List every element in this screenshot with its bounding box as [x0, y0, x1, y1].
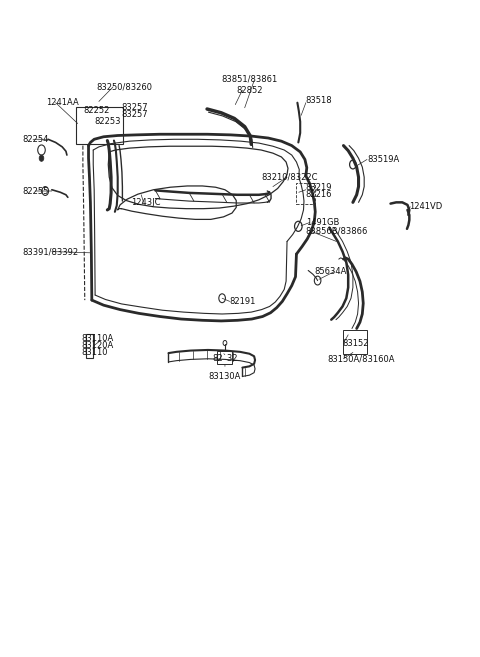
Text: 83210/8322C: 83210/8322C	[261, 173, 318, 181]
Text: 83130A: 83130A	[209, 372, 241, 381]
Text: 83856B/83866: 83856B/83866	[306, 226, 368, 235]
Text: 83250/83260: 83250/83260	[96, 82, 153, 91]
Text: 82255: 82255	[23, 187, 49, 196]
Text: 83110: 83110	[81, 348, 108, 357]
Bar	[76, 107, 123, 144]
Text: 82253: 82253	[94, 117, 120, 126]
Circle shape	[39, 155, 44, 162]
Text: 83851/83861: 83851/83861	[221, 74, 277, 83]
Text: 83120A: 83120A	[81, 341, 113, 350]
Text: 1243JC: 1243JC	[131, 198, 160, 207]
Bar	[86, 334, 93, 358]
Text: 85634A: 85634A	[314, 267, 347, 276]
Bar	[343, 330, 367, 353]
Text: 82252: 82252	[84, 106, 110, 116]
Text: 83219: 83219	[306, 183, 332, 192]
Bar	[296, 183, 315, 204]
Text: 83391/83392: 83391/83392	[23, 247, 79, 256]
Text: 83519A: 83519A	[367, 155, 399, 164]
Text: 1241AA: 1241AA	[46, 98, 79, 107]
Text: 83257: 83257	[121, 110, 148, 118]
Text: 83518: 83518	[306, 96, 333, 104]
Bar	[217, 351, 232, 365]
Text: 83257: 83257	[121, 102, 148, 112]
Text: 82`32: 82`32	[212, 354, 238, 363]
Text: 83152: 83152	[343, 338, 369, 348]
Text: 82191: 82191	[229, 297, 256, 306]
Text: 82254: 82254	[23, 135, 49, 144]
Text: 82216: 82216	[306, 190, 332, 198]
Text: 1491GB: 1491GB	[306, 218, 339, 227]
Text: 83110A: 83110A	[81, 334, 113, 343]
Text: 82852: 82852	[236, 85, 263, 95]
Text: 1241VD: 1241VD	[409, 202, 443, 212]
Text: 83150A/83160A: 83150A/83160A	[327, 354, 395, 363]
